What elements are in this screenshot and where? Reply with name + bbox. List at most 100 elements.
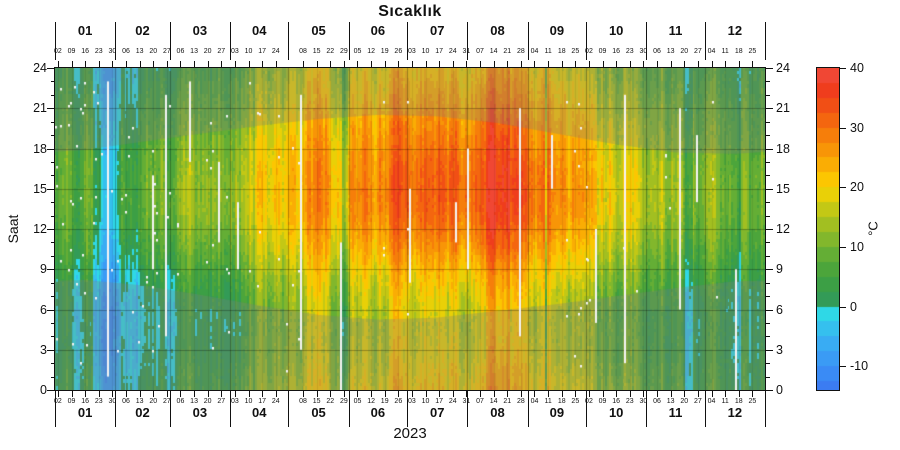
x-day-label-top: 20 bbox=[149, 48, 158, 55]
month-separator bbox=[55, 391, 56, 427]
x-monday-tick bbox=[72, 391, 73, 397]
x-day-label-bottom: 19 bbox=[380, 398, 389, 405]
x-day-label-top: 12 bbox=[367, 48, 375, 55]
x-day-label-bottom: 20 bbox=[149, 398, 158, 405]
colorbar-tick-label: -10 bbox=[850, 359, 869, 373]
x-month-label-top: 11 bbox=[668, 23, 683, 38]
y-tick bbox=[766, 323, 770, 324]
x-day-label-top: 04 bbox=[530, 48, 539, 55]
y-axis-label: Saat bbox=[5, 214, 21, 244]
y-tick bbox=[47, 269, 54, 270]
x-day-label-top: 18 bbox=[557, 48, 566, 55]
y-tick bbox=[766, 269, 773, 270]
heatmap-canvas bbox=[55, 68, 765, 390]
x-day-label-bottom: 24 bbox=[271, 398, 280, 405]
y-tick-label-right: 18 bbox=[776, 142, 790, 156]
x-monday-tick bbox=[562, 391, 563, 397]
x-monday-tick bbox=[153, 391, 154, 397]
colorbar-tick bbox=[840, 366, 846, 367]
colorbar-tick bbox=[840, 187, 846, 188]
x-monday-tick bbox=[126, 391, 127, 397]
x-day-label-bottom: 15 bbox=[312, 398, 321, 405]
x-day-label-top: 17 bbox=[258, 48, 267, 55]
x-monday-tick bbox=[521, 391, 522, 397]
x-monday-tick bbox=[85, 391, 86, 397]
x-day-label-bottom: 09 bbox=[67, 398, 76, 405]
y-tick bbox=[47, 310, 54, 311]
x-day-label-top: 13 bbox=[666, 48, 675, 55]
x-day-label-top: 18 bbox=[734, 48, 743, 55]
month-separator bbox=[467, 22, 468, 60]
x-day-label-top: 20 bbox=[680, 48, 689, 55]
month-separator bbox=[765, 391, 766, 427]
y-tick bbox=[47, 189, 54, 190]
x-monday-tick bbox=[221, 391, 222, 397]
x-day-label-bottom: 02 bbox=[54, 398, 62, 405]
x-monday-tick bbox=[684, 391, 685, 397]
month-separator bbox=[349, 22, 350, 60]
month-separator bbox=[646, 22, 647, 60]
x-day-label-bottom: 14 bbox=[489, 398, 498, 405]
y-tick-label-right: 6 bbox=[776, 303, 783, 317]
x-day-label-bottom: 23 bbox=[94, 398, 103, 405]
x-monday-tick bbox=[235, 391, 236, 397]
x-day-label-top: 25 bbox=[748, 48, 757, 55]
y-tick bbox=[766, 149, 773, 150]
y-tick-label-left: 3 bbox=[40, 343, 47, 357]
x-axis-year-label: 2023 bbox=[393, 425, 427, 442]
x-monday-tick bbox=[698, 391, 699, 397]
x-day-label-bottom: 18 bbox=[557, 398, 566, 405]
x-day-label-top: 24 bbox=[271, 48, 280, 55]
x-day-label-top: 06 bbox=[122, 48, 130, 55]
month-separator bbox=[705, 22, 706, 60]
y-tick-label-left: 24 bbox=[33, 61, 47, 75]
x-monday-tick bbox=[725, 391, 726, 397]
x-monday-tick bbox=[303, 391, 304, 397]
colorbar-canvas bbox=[817, 68, 839, 390]
colorbar-tick-label: 10 bbox=[850, 240, 864, 254]
x-day-label-top: 17 bbox=[435, 48, 444, 55]
x-monday-tick bbox=[575, 391, 576, 397]
x-monday-tick bbox=[603, 391, 604, 397]
x-day-label-bottom: 08 bbox=[299, 398, 307, 405]
x-day-label-top: 13 bbox=[190, 48, 198, 55]
x-day-label-bottom: 07 bbox=[476, 398, 484, 405]
y-tick-label-left: 9 bbox=[40, 262, 47, 276]
x-monday-tick bbox=[140, 391, 141, 397]
y-tick bbox=[766, 377, 770, 378]
y-tick-label-left: 0 bbox=[40, 383, 47, 397]
y-tick bbox=[766, 81, 770, 82]
y-tick bbox=[766, 122, 770, 123]
y-tick-label-right: 21 bbox=[776, 101, 790, 115]
x-day-label-bottom: 12 bbox=[367, 398, 375, 405]
x-day-label-top: 22 bbox=[326, 48, 335, 55]
x-day-label-bottom: 04 bbox=[530, 398, 539, 405]
x-day-label-top: 25 bbox=[571, 48, 580, 55]
x-day-label-bottom: 13 bbox=[666, 398, 675, 405]
x-month-label-bottom: 11 bbox=[668, 405, 683, 420]
x-day-label-bottom: 02 bbox=[585, 398, 593, 405]
x-day-label-bottom: 29 bbox=[339, 398, 348, 405]
x-monday-tick bbox=[412, 391, 413, 397]
y-tick bbox=[47, 390, 54, 391]
colorbar-tick-label: 40 bbox=[850, 61, 864, 75]
x-monday-tick bbox=[112, 391, 113, 397]
x-monday-tick bbox=[752, 391, 753, 397]
x-day-label-bottom: 04 bbox=[707, 398, 716, 405]
y-tick bbox=[766, 310, 773, 311]
x-day-label-bottom: 31 bbox=[462, 398, 471, 405]
y-tick-label-right: 0 bbox=[776, 383, 783, 397]
month-separator bbox=[528, 391, 529, 427]
x-monday-tick bbox=[548, 391, 549, 397]
y-tick bbox=[766, 68, 773, 69]
x-monday-tick bbox=[357, 391, 358, 397]
y-tick bbox=[766, 162, 770, 163]
month-separator bbox=[230, 22, 231, 60]
y-tick bbox=[766, 242, 770, 243]
x-monday-tick bbox=[739, 391, 740, 397]
x-month-label-top: 12 bbox=[727, 23, 743, 38]
x-day-label-top: 23 bbox=[625, 48, 634, 55]
x-day-label-top: 16 bbox=[612, 48, 621, 55]
y-tick-label-left: 18 bbox=[33, 142, 47, 156]
